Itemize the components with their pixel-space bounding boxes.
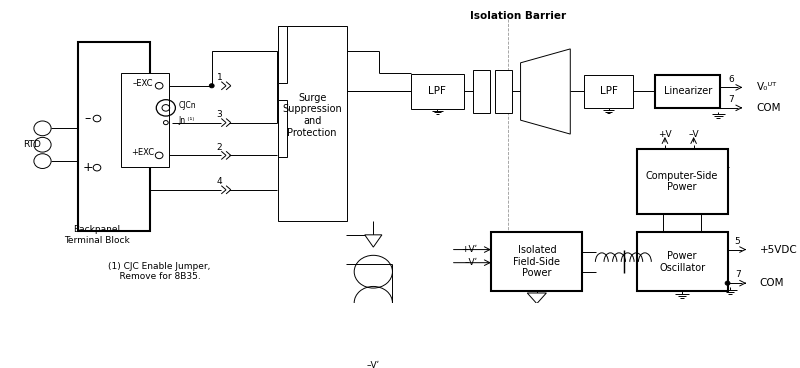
Text: –: – — [84, 112, 90, 125]
Text: –Vʹ: –Vʹ — [366, 361, 380, 368]
Text: Isolation Barrier: Isolation Barrier — [470, 11, 566, 21]
Text: 6: 6 — [728, 75, 734, 84]
Text: +V: +V — [658, 130, 672, 139]
Text: COM: COM — [757, 103, 782, 113]
Bar — [637, 149, 727, 214]
Text: 7: 7 — [728, 95, 734, 104]
Text: Isolated
Field-Side
Power: Isolated Field-Side Power — [514, 245, 560, 279]
Circle shape — [725, 281, 730, 285]
Polygon shape — [527, 293, 546, 304]
Text: –EXC: –EXC — [133, 79, 153, 88]
Text: +: + — [82, 161, 93, 174]
Text: COM: COM — [759, 278, 784, 288]
Text: 5: 5 — [734, 237, 741, 246]
Text: –V: –V — [688, 130, 699, 139]
Bar — [278, 26, 346, 221]
Text: 3: 3 — [217, 110, 222, 119]
Polygon shape — [521, 49, 570, 134]
Bar — [411, 74, 464, 109]
Text: 2: 2 — [217, 143, 222, 152]
Text: 7: 7 — [734, 270, 741, 279]
Text: 1: 1 — [217, 73, 222, 82]
Text: RTD: RTD — [23, 140, 41, 149]
Bar — [278, 100, 287, 157]
Text: LPF: LPF — [599, 86, 618, 96]
Text: 4: 4 — [217, 177, 222, 186]
Bar — [494, 70, 512, 113]
Text: +Vʹ: +Vʹ — [462, 245, 478, 254]
Text: Backpanel
Terminal Block: Backpanel Terminal Block — [64, 225, 130, 244]
Bar — [584, 75, 634, 108]
Bar — [278, 26, 287, 83]
Text: LPF: LPF — [429, 86, 446, 96]
Text: Jn ⁽¹⁾: Jn ⁽¹⁾ — [178, 116, 194, 125]
Bar — [121, 73, 169, 167]
Bar — [637, 232, 727, 291]
Polygon shape — [365, 235, 382, 247]
Text: +EXC: +EXC — [131, 148, 154, 158]
Text: –Vʹ: –Vʹ — [465, 258, 478, 267]
Text: CJCn: CJCn — [178, 101, 196, 110]
Bar — [655, 75, 720, 108]
Text: (1) CJC Enable Jumper,
    Remove for 8B35.: (1) CJC Enable Jumper, Remove for 8B35. — [109, 262, 211, 282]
Text: Power
Oscillator: Power Oscillator — [659, 251, 706, 273]
Text: Surge
Suppression
and
Protection: Surge Suppression and Protection — [282, 93, 342, 138]
Text: +5VDC: +5VDC — [759, 245, 798, 255]
Bar — [473, 70, 490, 113]
Bar — [491, 232, 582, 291]
Text: V₀ᵁᵀ: V₀ᵁᵀ — [757, 82, 777, 92]
Text: Linearizer: Linearizer — [664, 86, 712, 96]
Circle shape — [210, 84, 214, 88]
Text: Computer-Side
Power: Computer-Side Power — [646, 171, 718, 192]
Bar — [78, 42, 150, 231]
